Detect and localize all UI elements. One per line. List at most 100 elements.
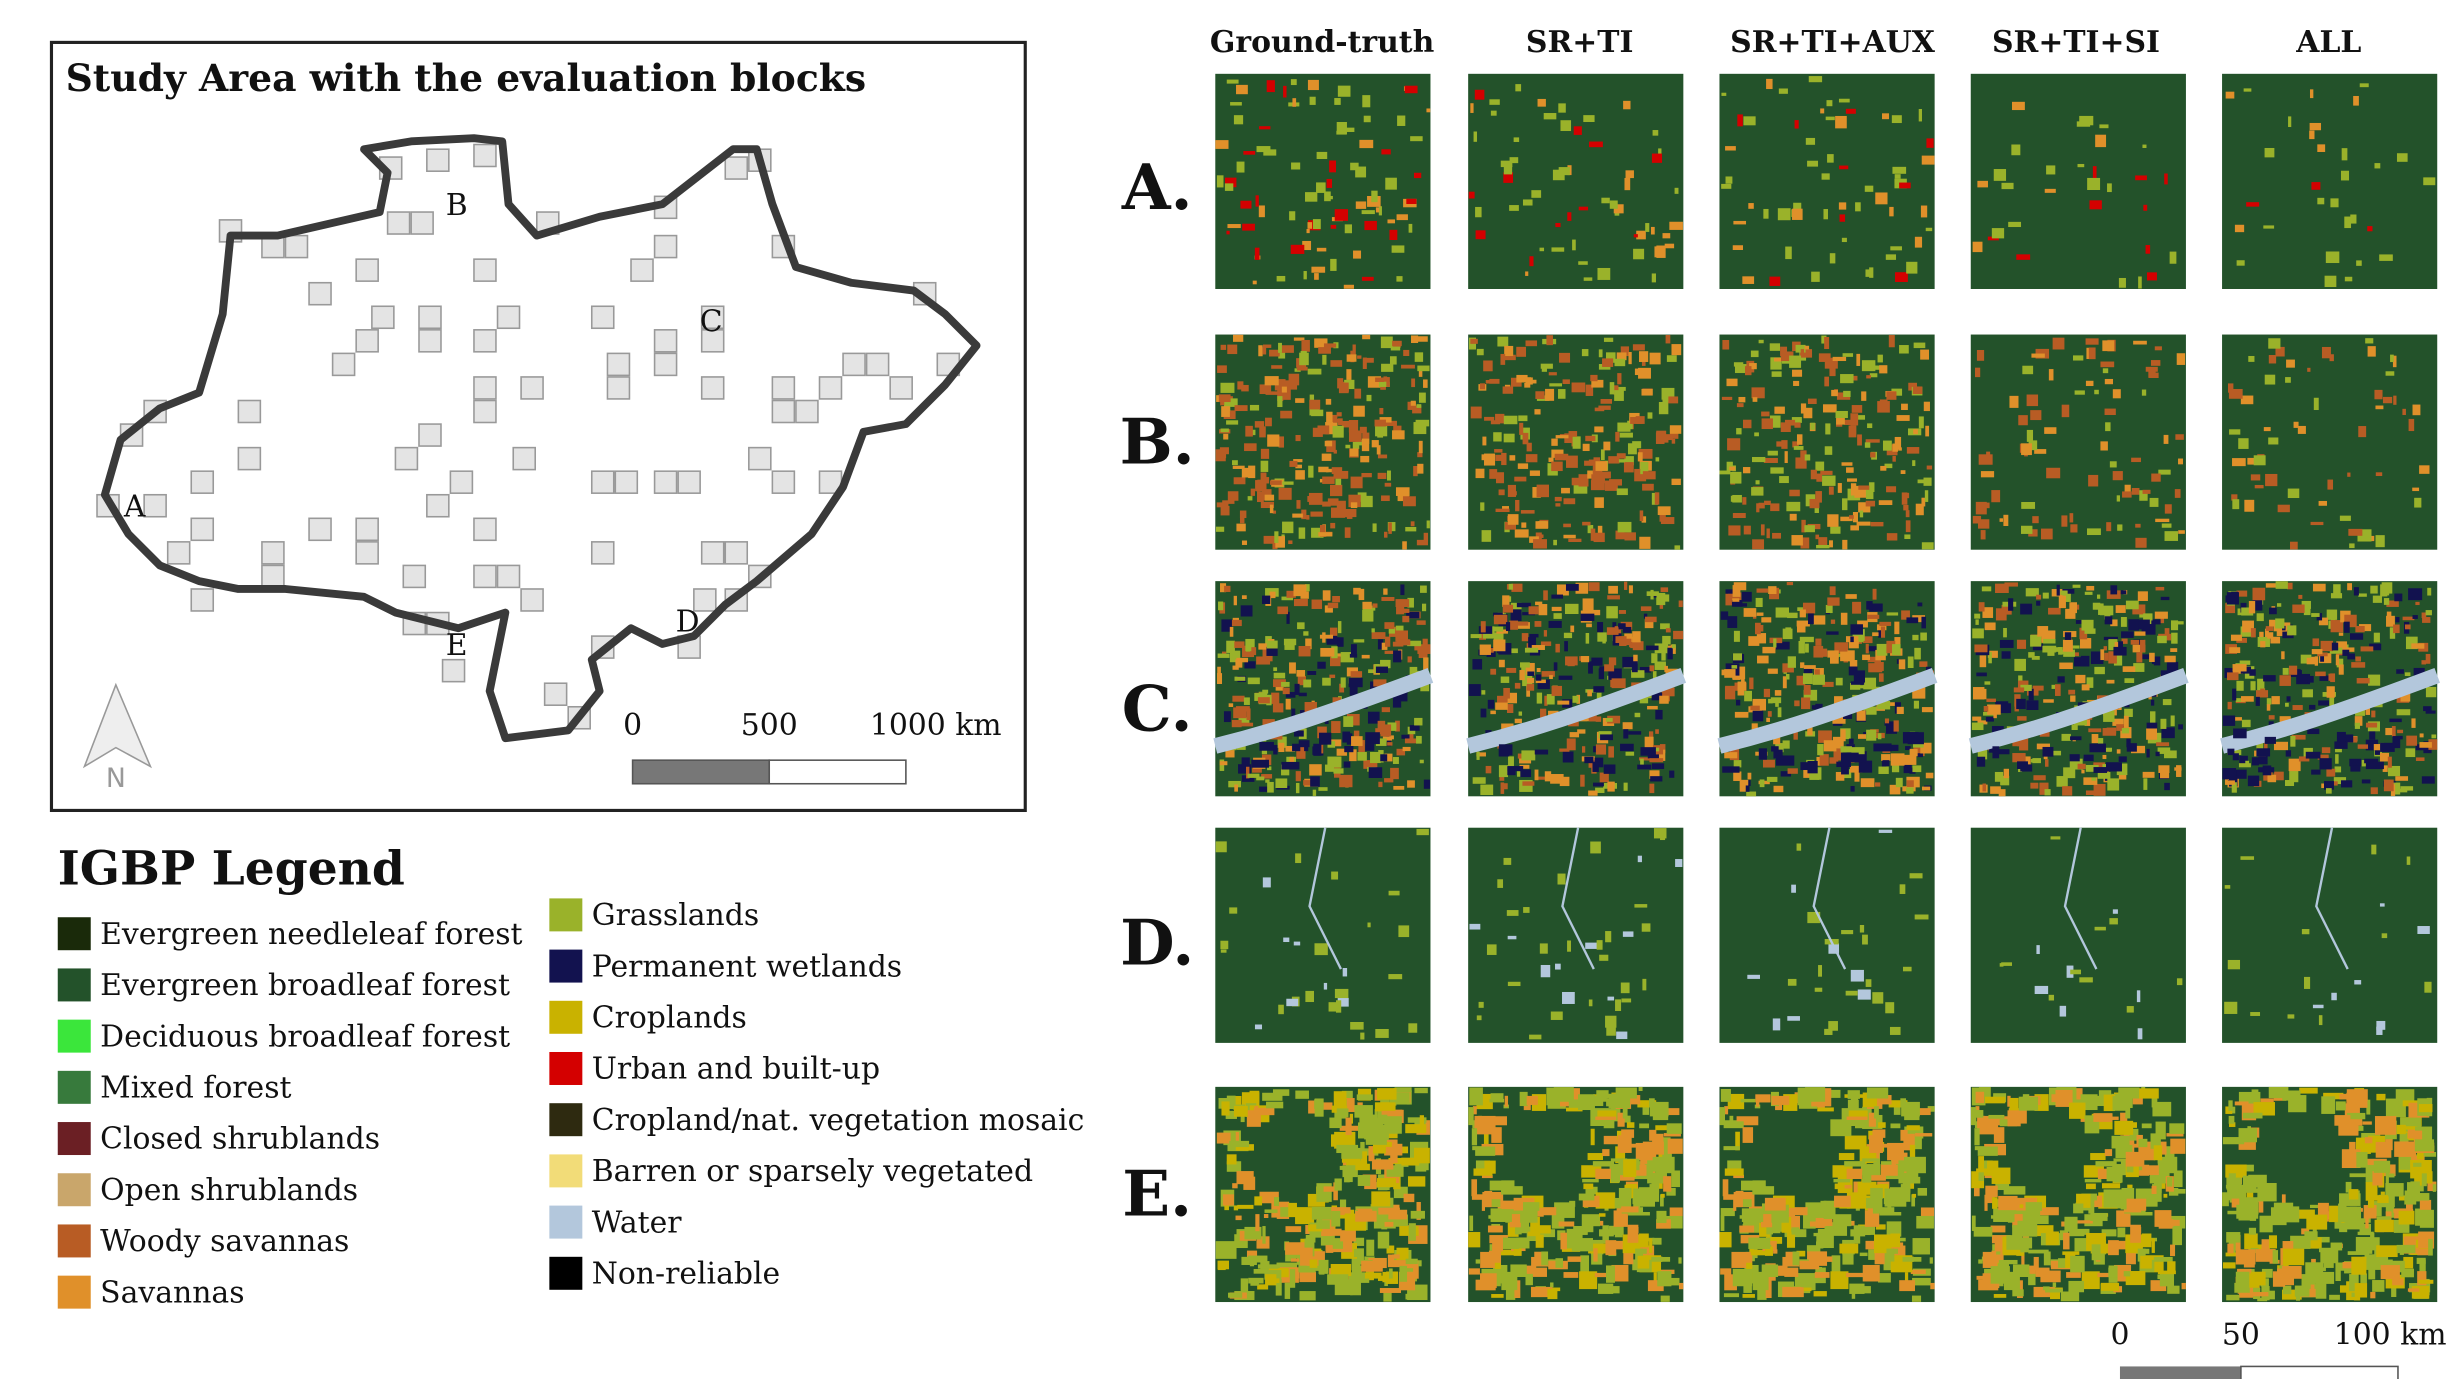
land-cover-patch <box>1881 1165 1898 1176</box>
land-cover-patch <box>1229 703 1234 707</box>
land-cover-patch <box>1406 1259 1418 1264</box>
land-cover-patch <box>1387 219 1395 223</box>
land-cover-patch <box>1771 746 1779 751</box>
land-cover-patch <box>1226 420 1238 424</box>
land-cover-patch <box>1501 1201 1516 1210</box>
land-cover-patch <box>1281 682 1290 687</box>
land-cover-patch <box>2414 498 2421 508</box>
land-cover-patch <box>2079 977 2093 982</box>
land-cover-patch <box>2315 672 2326 677</box>
land-cover-patch <box>1506 668 1516 673</box>
land-cover-patch <box>1757 656 1769 664</box>
land-cover-patch <box>1797 434 1802 445</box>
land-cover-patch <box>1331 225 1337 229</box>
land-cover-patch <box>2415 602 2419 605</box>
land-cover-patch <box>2124 709 2133 717</box>
land-cover-patch <box>1316 182 1326 193</box>
land-cover-patch <box>1850 1229 1865 1236</box>
land-cover-patch <box>1523 433 1529 444</box>
land-cover-patch <box>1299 527 1306 538</box>
land-cover-patch <box>2004 769 2009 778</box>
land-cover-patch <box>2358 744 2368 748</box>
land-cover-patch <box>1792 209 1803 220</box>
land-cover-patch <box>1577 729 1585 733</box>
land-cover-patch <box>1756 1096 1759 1107</box>
land-cover-patch <box>1899 183 1911 189</box>
land-cover-patch <box>1515 683 1521 689</box>
land-cover-patch <box>1563 379 1570 384</box>
land-cover-patch <box>1720 1107 1725 1125</box>
land-cover-patch <box>1233 707 1246 718</box>
land-cover-patch <box>2107 183 2112 192</box>
land-cover-patch <box>2390 355 2394 362</box>
block-square <box>450 471 472 493</box>
land-cover-patch <box>2345 277 2352 282</box>
land-cover-patch <box>2128 619 2139 630</box>
land-cover-patch <box>1629 585 1633 593</box>
land-cover-patch <box>2026 1202 2042 1211</box>
land-cover-patch <box>2026 700 2038 710</box>
land-cover-patch <box>2361 646 2374 651</box>
land-cover-patch <box>1773 638 1776 647</box>
land-cover-patch <box>2087 178 2100 190</box>
land-cover-patch <box>1912 460 1915 466</box>
land-cover-patch <box>1843 353 1853 357</box>
land-cover-patch <box>1376 207 1379 212</box>
land-cover-patch <box>2002 651 2011 658</box>
land-cover-patch <box>1291 79 1297 85</box>
land-cover-patch <box>2406 736 2417 746</box>
land-cover-patch <box>1221 345 1227 350</box>
block-square <box>419 330 441 352</box>
land-cover-patch <box>1831 620 1835 624</box>
land-cover-patch <box>1856 354 1860 366</box>
land-cover-patch <box>1484 417 1494 421</box>
land-cover-patch <box>2139 1139 2148 1147</box>
land-cover-patch <box>1344 746 1353 752</box>
block-label: C <box>700 304 723 339</box>
legend-swatch <box>58 1020 91 1053</box>
land-cover-patch <box>1221 429 1229 433</box>
land-cover-patch <box>1996 608 2007 620</box>
land-cover-patch <box>1339 775 1352 787</box>
land-cover-patch <box>1262 690 1268 694</box>
land-cover-patch <box>1726 379 1737 386</box>
land-cover-patch <box>2117 495 2120 501</box>
land-cover-patch <box>2226 1232 2240 1243</box>
land-cover-patch <box>1670 425 1681 434</box>
land-cover-patch <box>1543 590 1548 600</box>
land-cover-patch <box>1516 375 1527 383</box>
land-cover-patch <box>1480 383 1485 389</box>
land-cover-patch <box>1322 632 1325 642</box>
land-cover-patch <box>1393 786 1404 790</box>
land-cover-patch <box>1879 673 1884 681</box>
land-cover-patch <box>1608 586 1618 594</box>
land-cover-patch <box>2040 1271 2060 1283</box>
land-cover-patch <box>1527 678 1534 684</box>
land-cover-patch <box>1746 792 1756 797</box>
land-cover-patch <box>1894 720 1899 731</box>
land-cover-patch <box>1547 1289 1557 1299</box>
land-cover-patch <box>1795 120 1799 128</box>
land-cover-patch <box>1733 1195 1736 1211</box>
land-cover-patch <box>1530 470 1540 475</box>
land-cover-patch <box>1572 1238 1593 1251</box>
land-cover-patch <box>2098 772 2111 779</box>
land-cover-patch <box>1617 453 1626 458</box>
land-cover-patch <box>1757 633 1766 643</box>
land-cover-patch <box>2339 1223 2347 1232</box>
land-cover-patch <box>1508 982 1521 986</box>
land-cover-patch <box>2143 490 2151 494</box>
land-cover-patch <box>2008 222 2021 227</box>
land-cover-patch <box>2326 788 2332 794</box>
land-cover-patch <box>1488 1226 1503 1233</box>
land-cover-patch <box>2338 1204 2346 1223</box>
land-cover-patch <box>2265 737 2276 744</box>
land-cover-patch <box>1398 925 1409 937</box>
land-cover-patch <box>2157 636 2167 643</box>
land-cover-patch <box>1734 362 1743 366</box>
land-cover-patch <box>1655 1125 1668 1130</box>
scale-label: 1000 km <box>870 708 1002 743</box>
land-cover-patch <box>1872 1129 1885 1137</box>
land-cover-patch <box>1857 522 1871 526</box>
land-cover-patch <box>1248 496 1253 500</box>
